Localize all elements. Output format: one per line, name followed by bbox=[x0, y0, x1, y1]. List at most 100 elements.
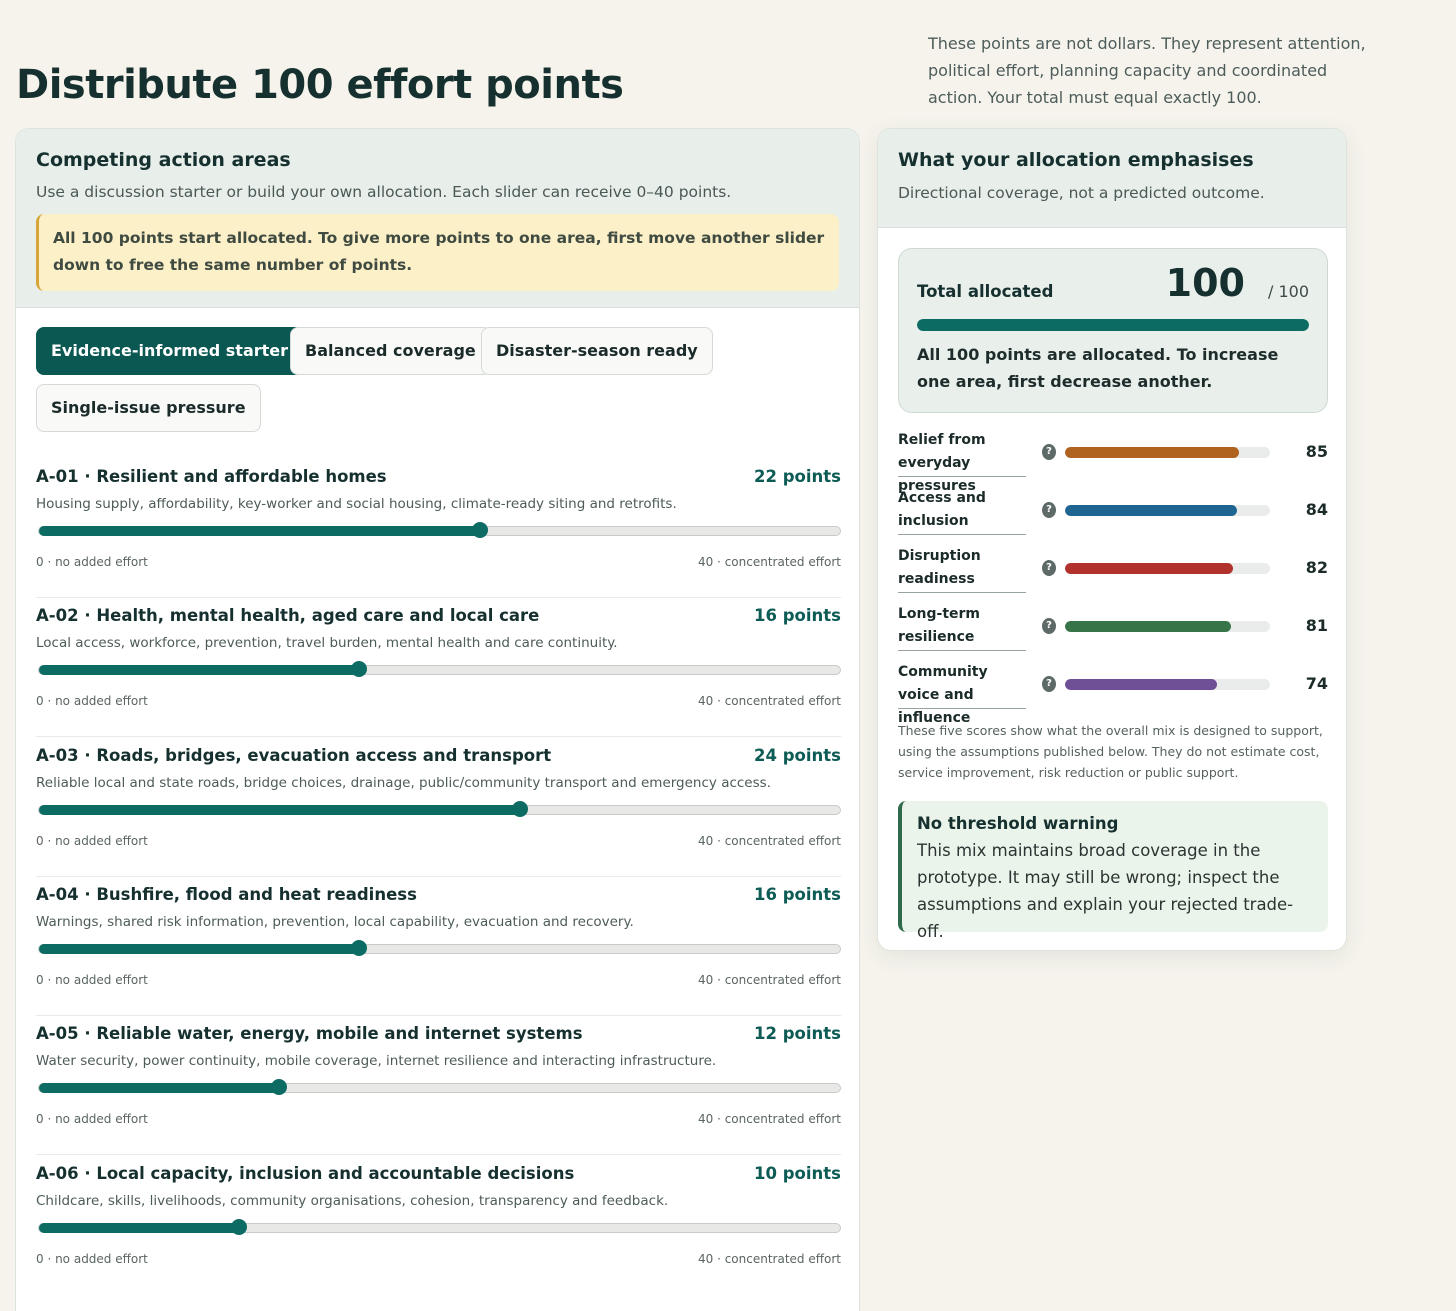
area-title: A-01 · Resilient and affordable homes bbox=[36, 467, 387, 486]
score-row: Access and inclusion ? 84 bbox=[898, 487, 1328, 545]
divider bbox=[36, 1015, 841, 1016]
area-description: Housing supply, affordability, key-worke… bbox=[36, 496, 677, 512]
help-icon[interactable]: ? bbox=[1042, 502, 1056, 518]
help-icon[interactable]: ? bbox=[1042, 618, 1056, 634]
slider-min-label: 0 · no added effort bbox=[36, 1112, 148, 1126]
score-label: Relief from everyday pressures bbox=[898, 429, 1026, 494]
total-max: / 100 bbox=[1267, 282, 1309, 301]
warning-text: This mix maintains broad coverage in the… bbox=[917, 841, 1294, 941]
area-title: A-02 · Health, mental health, aged care … bbox=[36, 606, 540, 625]
area-points: 16 points bbox=[754, 606, 841, 625]
slider-min-label: 0 · no added effort bbox=[36, 1252, 148, 1266]
area-a01: A-01 · Resilient and affordable homes 22… bbox=[36, 459, 841, 598]
area-a05: A-05 · Reliable water, energy, mobile an… bbox=[36, 1016, 841, 1155]
score-row: Community voice and influence ? 74 bbox=[898, 661, 1328, 726]
slider-fill bbox=[39, 1223, 240, 1233]
action-areas-panel: Competing action areas Use a discussion … bbox=[15, 128, 860, 1311]
starter-evidence-informed-button[interactable]: Evidence-informed starter bbox=[36, 327, 304, 375]
area-title: A-04 · Bushfire, flood and heat readines… bbox=[36, 885, 417, 904]
score-value: 84 bbox=[1305, 500, 1328, 519]
slider-fill bbox=[39, 944, 360, 954]
area-slider[interactable] bbox=[38, 661, 841, 677]
score-bar bbox=[1065, 563, 1270, 574]
divider bbox=[36, 597, 841, 598]
area-points: 24 points bbox=[754, 746, 841, 765]
intro-note: These points are not dollars. They repre… bbox=[928, 34, 1366, 107]
score-bar-fill bbox=[1065, 505, 1238, 516]
area-a06: A-06 · Local capacity, inclusion and acc… bbox=[36, 1156, 841, 1295]
score-bar bbox=[1065, 505, 1270, 516]
slider-fill bbox=[39, 665, 360, 675]
slider-max-label: 40 · concentrated effort bbox=[698, 555, 841, 569]
score-value: 81 bbox=[1305, 616, 1328, 635]
area-slider[interactable] bbox=[38, 522, 841, 538]
score-bar-fill bbox=[1065, 563, 1234, 574]
slider-min-label: 0 · no added effort bbox=[36, 694, 148, 708]
total-label: Total allocated bbox=[917, 282, 1054, 301]
area-slider[interactable] bbox=[38, 1219, 841, 1235]
area-a04: A-04 · Bushfire, flood and heat readines… bbox=[36, 877, 841, 1016]
emphasis-header: What your allocation emphasises Directio… bbox=[878, 129, 1346, 228]
starter-balanced-coverage-button[interactable]: Balanced coverage bbox=[290, 327, 491, 375]
starter-single-issue-button[interactable]: Single-issue pressure bbox=[36, 384, 261, 432]
help-icon[interactable]: ? bbox=[1042, 560, 1056, 576]
score-value: 82 bbox=[1305, 558, 1328, 577]
total-progress-fill bbox=[917, 319, 1309, 331]
emphasis-subtitle: Directional coverage, not a predicted ou… bbox=[898, 184, 1265, 202]
total-progress-bar bbox=[917, 319, 1309, 331]
slider-thumb[interactable] bbox=[231, 1219, 248, 1235]
score-row: Relief from everyday pressures ? 85 bbox=[898, 429, 1328, 494]
allocation-notice: All 100 points start allocated. To give … bbox=[36, 214, 839, 291]
slider-thumb[interactable] bbox=[271, 1079, 288, 1095]
divider bbox=[36, 736, 841, 737]
slider-max-label: 40 · concentrated effort bbox=[698, 973, 841, 987]
slider-thumb[interactable] bbox=[471, 522, 488, 538]
slider-fill bbox=[39, 1083, 280, 1093]
area-points: 12 points bbox=[754, 1024, 841, 1043]
area-title: A-05 · Reliable water, energy, mobile an… bbox=[36, 1024, 583, 1043]
threshold-warning-card: No threshold warning This mix maintains … bbox=[898, 801, 1328, 941]
score-label: Community voice and influence bbox=[898, 661, 1026, 726]
slider-min-label: 0 · no added effort bbox=[36, 834, 148, 848]
total-message: All 100 points are allocated. To increas… bbox=[917, 345, 1279, 391]
score-bar-fill bbox=[1065, 679, 1217, 690]
score-label: Long-term resilience bbox=[898, 603, 1026, 651]
score-bar bbox=[1065, 679, 1270, 690]
divider bbox=[36, 876, 841, 877]
score-row: Disruption readiness ? 82 bbox=[898, 545, 1328, 603]
slider-fill bbox=[39, 526, 480, 536]
area-slider[interactable] bbox=[38, 1079, 841, 1095]
starter-disaster-season-button[interactable]: Disaster-season ready bbox=[481, 327, 713, 375]
help-icon[interactable]: ? bbox=[1042, 444, 1056, 460]
score-bar-fill bbox=[1065, 447, 1240, 458]
slider-min-label: 0 · no added effort bbox=[36, 973, 148, 987]
slider-thumb[interactable] bbox=[351, 940, 368, 956]
help-icon[interactable]: ? bbox=[1042, 676, 1056, 692]
score-bar bbox=[1065, 447, 1270, 458]
total-value: 100 bbox=[1165, 261, 1245, 305]
slider-thumb[interactable] bbox=[511, 801, 528, 817]
area-a02: A-02 · Health, mental health, aged care … bbox=[36, 598, 841, 737]
area-a03: A-03 · Roads, bridges, evacuation access… bbox=[36, 738, 841, 877]
area-description: Local access, workforce, prevention, tra… bbox=[36, 635, 618, 651]
area-slider[interactable] bbox=[38, 801, 841, 817]
score-value: 85 bbox=[1305, 442, 1328, 461]
area-description: Warnings, shared risk information, preve… bbox=[36, 914, 634, 930]
score-bar-fill bbox=[1065, 621, 1232, 632]
area-description: Water security, power continuity, mobile… bbox=[36, 1053, 717, 1069]
slider-max-label: 40 · concentrated effort bbox=[698, 1112, 841, 1126]
warning-title: No threshold warning bbox=[917, 814, 1119, 833]
action-areas-title: Competing action areas bbox=[36, 149, 291, 171]
total-allocated-card: Total allocated 100 / 100 All 100 points… bbox=[898, 248, 1328, 413]
slider-min-label: 0 · no added effort bbox=[36, 555, 148, 569]
area-slider[interactable] bbox=[38, 940, 841, 956]
emphasis-panel: What your allocation emphasises Directio… bbox=[877, 128, 1347, 951]
slider-max-label: 40 · concentrated effort bbox=[698, 834, 841, 848]
slider-thumb[interactable] bbox=[351, 661, 368, 677]
score-label: Access and inclusion bbox=[898, 487, 1026, 535]
slider-max-label: 40 · concentrated effort bbox=[698, 1252, 841, 1266]
divider bbox=[36, 1154, 841, 1155]
score-row: Long-term resilience ? 81 bbox=[898, 603, 1328, 661]
emphasis-title: What your allocation emphasises bbox=[898, 149, 1254, 171]
area-title: A-03 · Roads, bridges, evacuation access… bbox=[36, 746, 552, 765]
